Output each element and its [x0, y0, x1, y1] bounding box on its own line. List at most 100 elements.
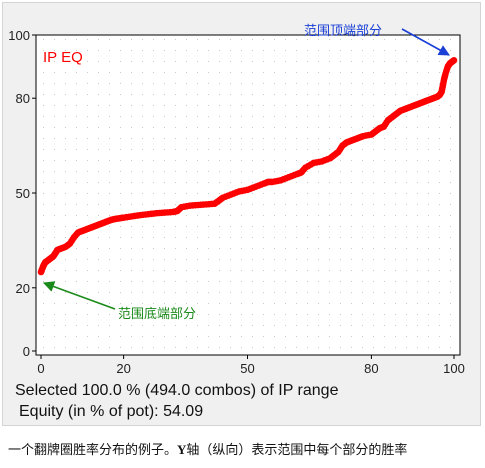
grid-dot — [351, 336, 352, 337]
grid-dot — [109, 347, 110, 348]
grid-dot — [351, 259, 352, 260]
grid-dot — [164, 94, 165, 95]
series-label: IP EQ — [43, 49, 83, 66]
grid-dot — [362, 61, 363, 62]
grid-dot — [395, 193, 396, 194]
grid-dot — [252, 94, 253, 95]
grid-dot — [329, 105, 330, 106]
grid-dot — [296, 314, 297, 315]
grid-dot — [153, 248, 154, 249]
grid-dot — [428, 314, 429, 315]
grid-dot — [230, 171, 231, 172]
grid-dot — [439, 116, 440, 117]
grid-dot — [208, 127, 209, 128]
grid-dot — [373, 171, 374, 172]
grid-dot — [153, 325, 154, 326]
grid-dot — [307, 270, 308, 271]
grid-dot — [208, 248, 209, 249]
grid-dot — [54, 61, 55, 62]
grid-dot — [131, 270, 132, 271]
x-tick-label: 80 — [364, 361, 378, 376]
grid-dot — [417, 281, 418, 282]
grid-dot — [450, 281, 451, 282]
grid-dot — [153, 336, 154, 337]
grid-dot — [450, 204, 451, 205]
grid-dot — [395, 248, 396, 249]
grid-dot — [164, 61, 165, 62]
grid-dot — [263, 39, 264, 40]
grid-dot — [120, 127, 121, 128]
grid-dot — [252, 204, 253, 205]
grid-dot — [241, 61, 242, 62]
grid-dot — [285, 61, 286, 62]
grid-dot — [153, 116, 154, 117]
figure-caption: 一个翻牌圈胜率分布的例子。Y轴（纵向）表示范围中每个部分的胜率 — [8, 439, 407, 458]
grid-dot — [384, 72, 385, 73]
grid-dot — [43, 193, 44, 194]
grid-dot — [65, 105, 66, 106]
grid-dot — [186, 171, 187, 172]
grid-dot — [307, 292, 308, 293]
grid-dot — [395, 292, 396, 293]
grid-dot — [98, 347, 99, 348]
grid-dot — [87, 105, 88, 106]
grid-dot — [65, 237, 66, 238]
grid-dot — [417, 215, 418, 216]
grid-dot — [197, 259, 198, 260]
grid-dot — [98, 193, 99, 194]
grid-dot — [406, 325, 407, 326]
grid-dot — [340, 226, 341, 227]
grid-dot — [230, 336, 231, 337]
grid-dot — [109, 160, 110, 161]
grid-dot — [318, 193, 319, 194]
grid-dot — [175, 160, 176, 161]
grid-dot — [164, 193, 165, 194]
grid-dot — [76, 303, 77, 304]
grid-dot — [340, 127, 341, 128]
grid-dot — [362, 292, 363, 293]
grid-dot — [307, 171, 308, 172]
grid-dot — [241, 325, 242, 326]
grid-dot — [241, 127, 242, 128]
grid-dot — [252, 314, 253, 315]
grid-dot — [76, 325, 77, 326]
grid-dot — [175, 303, 176, 304]
grid-dot — [87, 270, 88, 271]
grid-dot — [197, 325, 198, 326]
grid-dot — [285, 303, 286, 304]
grid-dot — [98, 149, 99, 150]
grid-dot — [351, 39, 352, 40]
x-tick-label: 0 — [37, 361, 44, 376]
grid-dot — [395, 83, 396, 84]
grid-dot — [329, 215, 330, 216]
grid-dot — [340, 270, 341, 271]
grid-dot — [87, 281, 88, 282]
grid-dot — [439, 127, 440, 128]
grid-dot — [252, 292, 253, 293]
grid-dot — [417, 127, 418, 128]
grid-dot — [131, 83, 132, 84]
grid-dot — [131, 182, 132, 183]
grid-dot — [274, 281, 275, 282]
grid-dot — [197, 336, 198, 337]
grid-dot — [384, 105, 385, 106]
grid-dot — [109, 127, 110, 128]
grid-dot — [175, 193, 176, 194]
grid-dot — [109, 270, 110, 271]
grid-dot — [417, 347, 418, 348]
grid-dot — [340, 347, 341, 348]
grid-dot — [252, 83, 253, 84]
grid-dot — [98, 171, 99, 172]
grid-dot — [263, 72, 264, 73]
grid-dot — [186, 270, 187, 271]
grid-dot — [54, 226, 55, 227]
grid-dot — [54, 171, 55, 172]
equity-summary: Equity (in % of pot): 54.09 — [19, 403, 204, 420]
grid-dot — [131, 314, 132, 315]
grid-dot — [120, 193, 121, 194]
grid-dot — [329, 237, 330, 238]
grid-dot — [362, 94, 363, 95]
grid-dot — [362, 259, 363, 260]
grid-dot — [54, 314, 55, 315]
grid-dot — [252, 237, 253, 238]
